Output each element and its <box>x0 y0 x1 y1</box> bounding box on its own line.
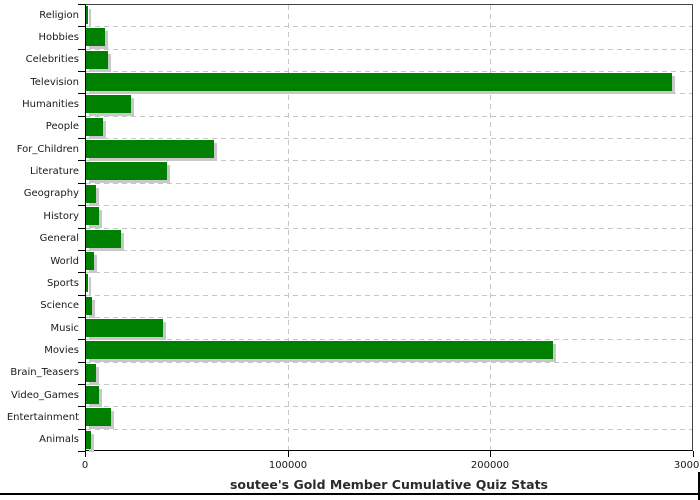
h-gridline <box>86 406 692 407</box>
h-gridline <box>86 429 692 430</box>
bar-history <box>86 207 99 225</box>
h-gridline <box>86 71 692 72</box>
x-tick-label: 300000 <box>673 460 700 471</box>
category-label: Brain_Teasers <box>10 367 79 379</box>
h-gridline <box>86 384 692 385</box>
bar-music <box>86 319 163 337</box>
v-gridline <box>490 5 491 450</box>
h-gridline <box>86 317 692 318</box>
x-tick-label: 100000 <box>268 460 308 471</box>
h-gridline <box>86 160 692 161</box>
x-axis-tick <box>490 451 491 457</box>
y-axis-tick <box>78 384 85 385</box>
category-label: Literature <box>30 166 79 178</box>
y-axis-tick <box>78 362 85 363</box>
h-gridline <box>86 138 692 139</box>
x-tick-label: 200000 <box>470 460 510 471</box>
chart-title: soutee's Gold Member Cumulative Quiz Sta… <box>229 477 548 492</box>
category-label: History <box>43 210 79 222</box>
category-label: World <box>50 255 79 267</box>
category-label: Movies <box>44 344 79 356</box>
y-axis-tick <box>78 93 85 94</box>
y-axis-tick <box>78 183 85 184</box>
bar-hobbies <box>86 28 105 46</box>
h-gridline <box>86 26 692 27</box>
category-label: Television <box>30 76 79 88</box>
category-label: Hobbies <box>38 32 79 44</box>
y-axis-tick <box>78 295 85 296</box>
bar-general <box>86 230 121 248</box>
bar-celebrities <box>86 51 108 69</box>
y-axis-tick <box>78 339 85 340</box>
category-label: Science <box>40 300 79 312</box>
y-axis-tick <box>78 26 85 27</box>
h-gridline <box>86 183 692 184</box>
y-axis-tick <box>78 406 85 407</box>
y-axis-tick <box>78 116 85 117</box>
bar-literature <box>86 162 167 180</box>
y-axis-tick <box>78 49 85 50</box>
y-axis-tick <box>78 429 85 430</box>
category-label: Video_Games <box>11 389 79 401</box>
category-label: People <box>45 121 79 133</box>
frame-right-line <box>698 472 700 500</box>
category-label: Sports <box>46 277 79 289</box>
h-gridline <box>86 250 692 251</box>
y-axis-tick <box>78 317 85 318</box>
bar-geography <box>86 185 96 203</box>
y-axis-tick <box>78 250 85 251</box>
plot-area-border <box>85 4 693 451</box>
y-axis-tick <box>78 205 85 206</box>
category-label: Celebrities <box>25 54 79 66</box>
h-gridline <box>86 339 692 340</box>
category-label: Entertainment <box>6 411 79 423</box>
x-tick-label: 0 <box>81 460 89 471</box>
bar-for_children <box>86 140 214 158</box>
h-gridline <box>86 116 692 117</box>
x-axis-tick <box>693 451 694 457</box>
y-axis-tick <box>78 138 85 139</box>
y-axis-tick <box>78 160 85 161</box>
h-gridline <box>86 272 692 273</box>
category-label: Music <box>50 322 79 334</box>
bar-humanities <box>86 95 131 113</box>
category-label: Geography <box>23 188 79 200</box>
frame-bottom-line <box>0 493 700 495</box>
bar-video_games <box>86 386 99 404</box>
h-gridline <box>86 295 692 296</box>
h-gridline <box>86 362 692 363</box>
bar-science <box>86 297 92 315</box>
h-gridline <box>86 93 692 94</box>
bar-television <box>86 73 672 91</box>
bar-religion <box>86 6 88 24</box>
bar-brain_teasers <box>86 364 96 382</box>
y-axis-tick <box>78 4 85 5</box>
bar-animals <box>86 431 91 449</box>
bar-people <box>86 118 103 136</box>
bar-entertainment <box>86 408 111 426</box>
x-axis-tick <box>288 451 289 457</box>
category-label: Religion <box>39 9 79 21</box>
category-label: General <box>39 233 79 245</box>
y-axis-tick <box>78 228 85 229</box>
category-label: Humanities <box>22 99 79 111</box>
h-gridline <box>86 49 692 50</box>
h-gridline <box>86 205 692 206</box>
y-axis-tick <box>78 272 85 273</box>
x-axis-tick <box>85 451 86 457</box>
bar-movies <box>86 341 553 359</box>
h-gridline <box>86 228 692 229</box>
y-axis-tick <box>78 451 85 452</box>
category-label: For_Children <box>16 143 79 155</box>
y-axis-tick <box>78 71 85 72</box>
bar-sports <box>86 274 88 292</box>
v-gridline <box>288 5 289 450</box>
bar-world <box>86 252 94 270</box>
category-label: Animals <box>39 434 79 446</box>
